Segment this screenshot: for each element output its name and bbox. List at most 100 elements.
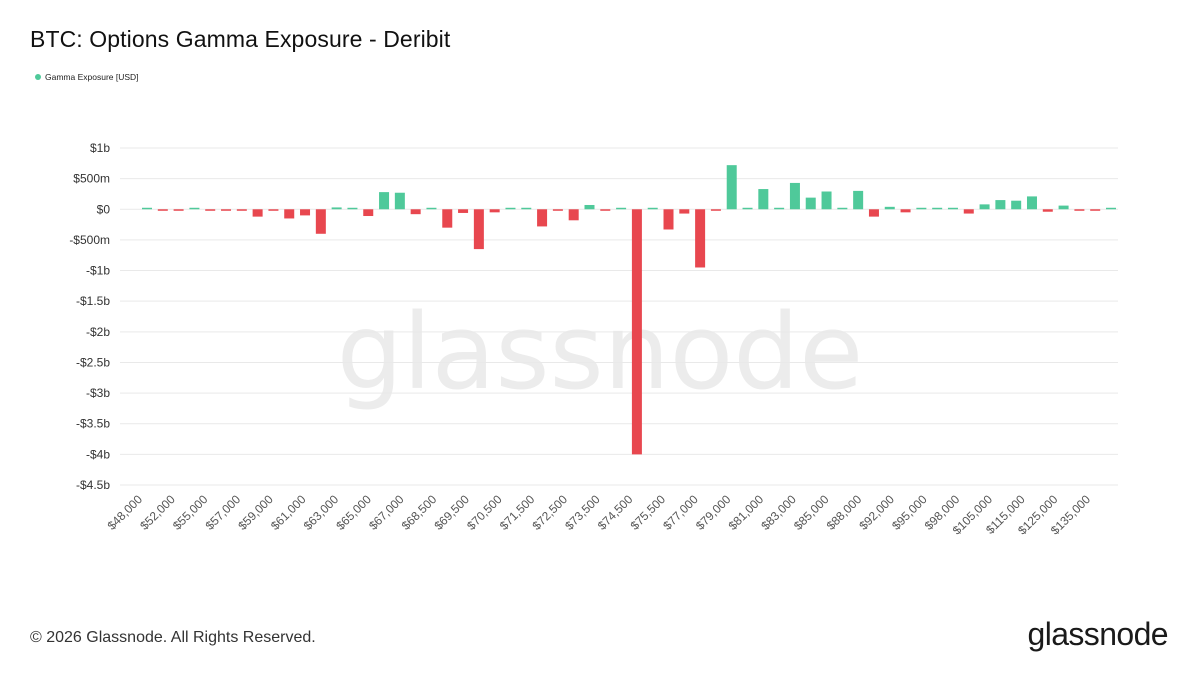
y-tick-label: -$2.5b bbox=[76, 355, 110, 369]
x-tick-label: $48,000 bbox=[105, 492, 146, 533]
gamma-bar bbox=[789, 182, 800, 210]
gamma-bar bbox=[979, 204, 990, 210]
gamma-bar bbox=[1074, 209, 1085, 211]
x-tick-label: $55,000 bbox=[170, 492, 211, 533]
x-tick-label: $79,000 bbox=[693, 492, 734, 533]
gamma-bar bbox=[710, 209, 721, 211]
gamma-bar bbox=[300, 209, 311, 216]
gamma-bar bbox=[410, 209, 421, 215]
x-tick-label: $67,000 bbox=[366, 492, 407, 533]
y-tick-label: -$1.5b bbox=[76, 294, 110, 308]
chart-title: BTC: Options Gamma Exposure - Deribit bbox=[30, 26, 451, 52]
gamma-bar bbox=[379, 192, 390, 210]
gamma-bar bbox=[932, 207, 943, 210]
gamma-bar bbox=[1090, 209, 1101, 211]
gamma-bar bbox=[489, 209, 500, 213]
gamma-bar bbox=[600, 209, 611, 211]
gamma-bar bbox=[236, 209, 247, 211]
gamma-bar bbox=[173, 209, 184, 211]
gamma-bar bbox=[221, 209, 232, 211]
gamma-bar bbox=[868, 209, 879, 217]
x-tick-label: $52,000 bbox=[137, 492, 178, 533]
x-tick-label: $68,500 bbox=[399, 492, 440, 533]
gamma-bar bbox=[821, 191, 832, 210]
gamma-bar bbox=[473, 209, 484, 250]
watermark-text: glassnode bbox=[337, 291, 864, 413]
gamma-bar bbox=[695, 209, 706, 268]
x-tick-label: $61,000 bbox=[268, 492, 309, 533]
gamma-bar bbox=[1106, 207, 1116, 210]
gamma-bar bbox=[347, 207, 358, 210]
x-tick-label: $74,500 bbox=[595, 492, 636, 533]
y-tick-label: -$2b bbox=[86, 325, 110, 339]
y-tick-label: -$500m bbox=[69, 233, 110, 247]
y-tick-label: -$1b bbox=[86, 264, 110, 278]
gamma-bar bbox=[363, 209, 374, 217]
x-tick-label: $69,500 bbox=[431, 492, 472, 533]
gamma-bar bbox=[1042, 209, 1053, 212]
brand-logo: glassnode bbox=[1027, 616, 1169, 652]
gamma-bar bbox=[505, 207, 516, 210]
y-tick-label: -$4.5b bbox=[76, 478, 110, 492]
gamma-bar bbox=[679, 209, 690, 214]
y-tick-label: -$3b bbox=[86, 386, 110, 400]
gamma-bar bbox=[315, 209, 326, 234]
x-tick-label: $65,000 bbox=[333, 492, 374, 533]
x-tick-label: $71,500 bbox=[497, 492, 538, 533]
gamma-bar bbox=[252, 209, 263, 217]
gamma-bar bbox=[426, 207, 437, 210]
x-tick-label: $75,500 bbox=[628, 492, 669, 533]
x-tick-label: $73,500 bbox=[562, 492, 603, 533]
gamma-bar bbox=[142, 207, 152, 210]
gamma-bar bbox=[758, 189, 769, 210]
y-tick-label: $0 bbox=[97, 202, 111, 216]
gamma-bar bbox=[995, 200, 1006, 210]
gamma-bar bbox=[568, 209, 579, 221]
copyright-text: © 2026 Glassnode. All Rights Reserved. bbox=[30, 629, 316, 646]
gamma-bar bbox=[963, 209, 974, 214]
gamma-bar bbox=[268, 209, 279, 211]
gamma-bar bbox=[331, 207, 342, 210]
gamma-bar bbox=[616, 207, 627, 210]
gamma-bar bbox=[726, 165, 737, 210]
x-tick-label: $95,000 bbox=[889, 492, 930, 533]
gamma-bar bbox=[284, 209, 295, 219]
x-tick-label: $83,000 bbox=[758, 492, 799, 533]
chart-legend[interactable]: Gamma Exposure [USD] bbox=[35, 72, 139, 82]
gamma-bar bbox=[584, 204, 595, 210]
y-tick-label: -$4b bbox=[86, 447, 110, 461]
x-tick-label: $88,000 bbox=[824, 492, 865, 533]
gamma-bar bbox=[205, 209, 216, 211]
gamma-bar bbox=[1011, 200, 1022, 210]
x-tick-label: $81,000 bbox=[726, 492, 767, 533]
y-tick-label: $1b bbox=[90, 141, 110, 155]
x-tick-label: $57,000 bbox=[203, 492, 244, 533]
y-tick-label: -$3.5b bbox=[76, 417, 110, 431]
gamma-bar bbox=[189, 207, 200, 210]
gamma-bar bbox=[647, 207, 658, 210]
x-tick-label: $77,000 bbox=[660, 492, 701, 533]
gamma-bar bbox=[521, 207, 532, 210]
gamma-bar bbox=[837, 207, 848, 210]
x-tick-label: $85,000 bbox=[791, 492, 832, 533]
gamma-bar bbox=[947, 207, 958, 210]
x-tick-label: $59,000 bbox=[235, 492, 276, 533]
gamma-bar bbox=[1026, 196, 1037, 210]
gamma-bar bbox=[394, 192, 405, 210]
gamma-bar bbox=[900, 209, 911, 213]
gamma-bar bbox=[157, 209, 168, 211]
gamma-bar bbox=[774, 207, 785, 210]
legend-label: Gamma Exposure [USD] bbox=[45, 72, 139, 82]
gamma-bar bbox=[916, 207, 927, 210]
x-tick-label: $63,000 bbox=[301, 492, 342, 533]
gamma-bar bbox=[537, 209, 548, 227]
gamma-bar bbox=[552, 209, 563, 211]
gamma-bar bbox=[458, 209, 469, 213]
x-tick-label: $72,500 bbox=[530, 492, 571, 533]
gamma-bar bbox=[442, 209, 453, 228]
legend-marker bbox=[35, 74, 41, 80]
gamma-bar bbox=[742, 207, 753, 210]
x-tick-label: $70,500 bbox=[464, 492, 505, 533]
gamma-bar bbox=[663, 209, 674, 230]
